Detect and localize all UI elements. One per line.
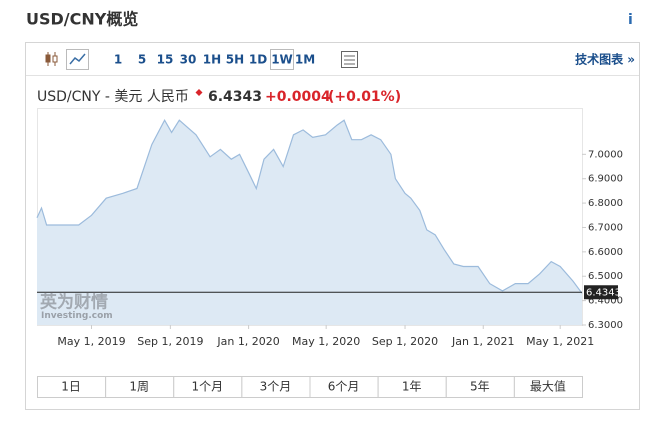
candle-icon[interactable] bbox=[45, 52, 58, 66]
y-tick-label: 6.8000 bbox=[588, 198, 623, 209]
up-diamond bbox=[195, 89, 203, 96]
interval-button[interactable]: 1D bbox=[249, 53, 267, 67]
y-tick-label: 6.6000 bbox=[588, 247, 623, 258]
quote-change: +0.0004 bbox=[265, 89, 331, 105]
y-tick-label: 6.9000 bbox=[588, 174, 623, 185]
range-label[interactable]: 5年 bbox=[470, 380, 490, 394]
interval-button[interactable]: 1M bbox=[295, 53, 315, 67]
range-label[interactable]: 6个月 bbox=[328, 380, 360, 394]
x-tick-label: Sep 1, 2019 bbox=[137, 335, 203, 348]
area-fill bbox=[37, 120, 582, 325]
range-label[interactable]: 1日 bbox=[61, 380, 81, 394]
interval-button[interactable]: 1W bbox=[271, 53, 293, 67]
interval-button[interactable]: 15 bbox=[157, 53, 174, 67]
quote-change-pct: (+0.01%) bbox=[328, 89, 401, 105]
card bbox=[25, 42, 640, 410]
y-tick-label: 7.0000 bbox=[588, 149, 623, 160]
x-tick-label: Sep 1, 2020 bbox=[372, 335, 438, 348]
range-label[interactable]: 1周 bbox=[129, 380, 149, 394]
technical-chart-link[interactable]: 技术图表 » bbox=[575, 52, 635, 67]
interval-button[interactable]: 1H bbox=[203, 53, 221, 67]
x-tick-label: May 1, 2021 bbox=[526, 335, 594, 348]
info-icon[interactable]: i bbox=[628, 12, 633, 28]
quote-price: 6.4343 bbox=[208, 89, 262, 105]
price-line bbox=[36, 118, 583, 294]
quote-name: USD/CNY - 美元 人民币 bbox=[37, 89, 189, 105]
range-label[interactable]: 最大值 bbox=[530, 379, 566, 394]
x-tick-label: May 1, 2020 bbox=[292, 335, 360, 348]
interval-button[interactable]: 30 bbox=[180, 53, 197, 67]
line-icon bbox=[69, 53, 86, 65]
y-tick-label: 6.7000 bbox=[588, 222, 623, 233]
x-tick-label: Jan 1, 2021 bbox=[451, 335, 514, 348]
widget-title: USD/CNY概览 bbox=[26, 10, 138, 29]
last-price-label: 6.4343 bbox=[586, 287, 621, 298]
x-tick-label: Jan 1, 2020 bbox=[216, 335, 279, 348]
table-icon[interactable] bbox=[341, 51, 358, 68]
interval-button[interactable]: 5H bbox=[226, 53, 244, 67]
watermark-en: Investing.com bbox=[41, 311, 113, 321]
x-tick-label: May 1, 2019 bbox=[57, 335, 125, 348]
interval-button[interactable]: 5 bbox=[138, 53, 146, 67]
range-label[interactable]: 1年 bbox=[402, 380, 422, 394]
range-label[interactable]: 1个月 bbox=[191, 380, 223, 394]
interval-selected[interactable] bbox=[270, 49, 294, 70]
range-label[interactable]: 3个月 bbox=[260, 380, 292, 394]
interval-button[interactable]: 1 bbox=[114, 53, 122, 67]
last-price-box bbox=[584, 285, 618, 300]
watermark-cn: 英为财情 bbox=[40, 291, 108, 312]
y-tick-label: 6.5000 bbox=[588, 271, 623, 282]
y-tick-label: 6.3000 bbox=[588, 320, 623, 331]
y-tick-label: 6.4000 bbox=[588, 296, 623, 307]
range-button[interactable] bbox=[513, 376, 583, 398]
